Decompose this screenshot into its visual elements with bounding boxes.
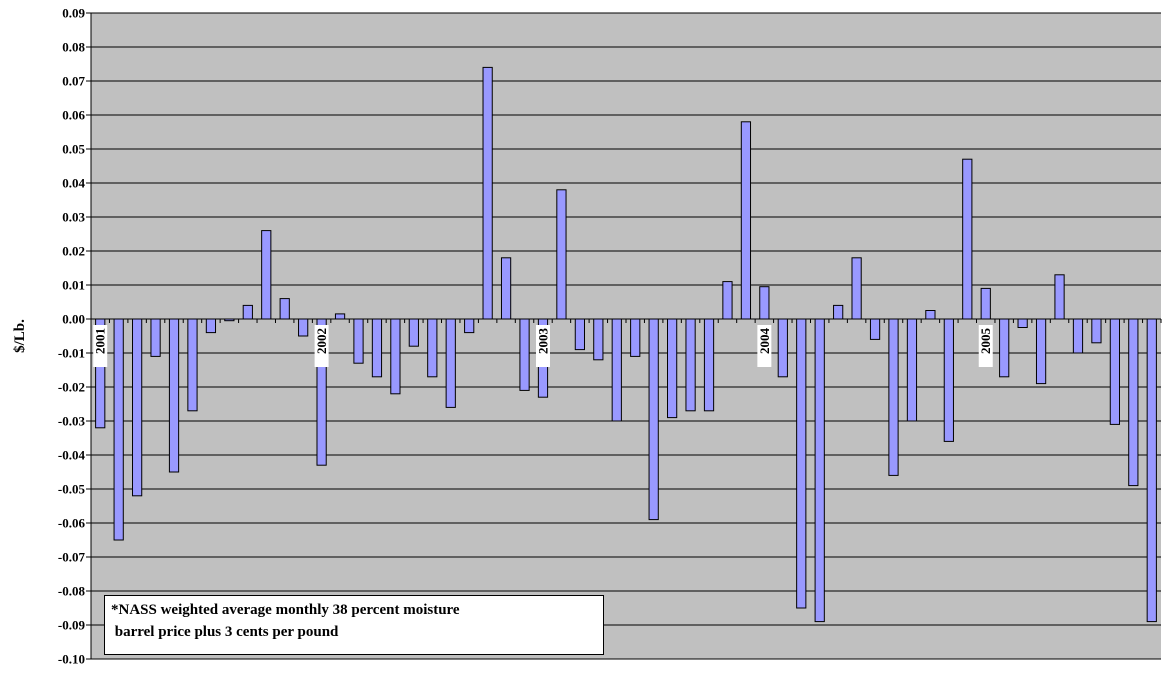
bar (869, 318, 881, 340)
y-axis-label: $/Lb. (12, 319, 28, 353)
y-tick-label: -0.10 (58, 652, 85, 667)
bar (1109, 318, 1120, 425)
bar (648, 318, 659, 521)
bar (371, 318, 383, 378)
y-tick-label: 0.04 (62, 176, 85, 191)
year-label-group: 2005 (978, 325, 993, 367)
bar (427, 318, 438, 378)
bar (833, 304, 844, 320)
year-label: 2001 (93, 328, 108, 354)
bar (298, 318, 309, 337)
year-label-group: 2004 (757, 325, 772, 367)
bar (445, 318, 456, 408)
bar (593, 318, 604, 361)
bar (722, 281, 733, 320)
year-label-group: 2003 (535, 325, 550, 367)
bar (759, 286, 770, 320)
year-label-bg (757, 325, 772, 367)
y-tick-label: -0.03 (58, 414, 86, 429)
bar (1128, 318, 1139, 487)
bar (132, 318, 143, 497)
bar (150, 318, 161, 357)
y-tick-label: -0.04 (58, 448, 86, 463)
year-label-bg (314, 325, 329, 367)
year-label: 2005 (978, 328, 993, 355)
year-label-group: 2001 (93, 325, 108, 367)
y-tick-label: 0.03 (62, 210, 85, 225)
year-label-bg (535, 325, 550, 367)
bar (925, 310, 936, 320)
year-label-group: 2002 (314, 325, 329, 367)
bar (1035, 318, 1047, 385)
bar (168, 318, 180, 473)
bar (500, 257, 512, 320)
bar (279, 298, 290, 320)
bar (703, 318, 715, 412)
y-tick-label: 0.05 (62, 142, 85, 157)
bar (408, 318, 419, 347)
bar (999, 318, 1010, 378)
bar (630, 318, 641, 357)
bar (611, 318, 622, 422)
bar (980, 287, 991, 320)
y-tick-label: -0.08 (58, 584, 86, 599)
bar (1017, 318, 1028, 328)
bar (1072, 318, 1084, 354)
bar (740, 121, 752, 320)
y-tick-label: -0.05 (58, 482, 86, 497)
bar (242, 304, 253, 320)
bar (353, 318, 364, 364)
bar (519, 318, 530, 391)
bar (261, 230, 272, 320)
y-tick-label: -0.06 (58, 516, 86, 531)
bar (667, 318, 678, 419)
bar (1146, 318, 1157, 623)
y-tick-label: 0.07 (62, 74, 85, 89)
bar (205, 318, 217, 334)
bar (777, 318, 788, 378)
bar (943, 318, 954, 442)
y-tick-label: -0.02 (58, 380, 85, 395)
bar (906, 318, 918, 422)
year-label-bg (978, 325, 993, 367)
year-label: 2002 (314, 328, 329, 354)
bar (464, 318, 475, 334)
y-axis-tick-labels: 0.09 0.08 0.07 0.06 0.05 0.04 0.03 0.02 0.01 0.00… (58, 6, 91, 667)
bar (1091, 318, 1102, 344)
bar (113, 318, 124, 541)
y-tick-label: -0.07 (58, 550, 86, 565)
y-tick-label: 0.08 (62, 40, 85, 55)
y-tick-label: 0.01 (62, 278, 85, 293)
bar (574, 318, 585, 351)
bar (187, 318, 198, 412)
bar (334, 313, 346, 320)
year-label: 2003 (535, 328, 550, 355)
footnote-line-1: *NASS weighted average monthly 38 percen… (111, 602, 460, 618)
bar (851, 257, 862, 320)
bar (796, 318, 807, 609)
bar (390, 318, 401, 395)
y-tick-label: 0.06 (62, 108, 85, 123)
bars (95, 66, 1157, 623)
y-tick-label: -0.09 (58, 618, 86, 633)
bar (556, 189, 567, 320)
bar (685, 318, 696, 412)
bar (962, 158, 973, 320)
year-label-bg (93, 325, 108, 367)
year-labels: 2001 2002 2003 2004 2005 (93, 325, 993, 367)
y-tick-label: 0.00 (62, 312, 85, 327)
y-tick-label: 0.02 (62, 244, 85, 259)
footnote-box: *NASS weighted average monthly 38 percen… (104, 595, 604, 655)
footnote-line-2: barrel price plus 3 cents per pound (111, 624, 339, 640)
bar (482, 66, 493, 320)
y-tick-label: 0.09 (62, 6, 85, 21)
y-tick-label: -0.01 (58, 346, 85, 361)
x-axis-ticks (90, 319, 1162, 323)
bar (888, 318, 899, 476)
bar (1054, 274, 1065, 320)
bar (814, 318, 825, 623)
year-label: 2004 (757, 328, 772, 355)
